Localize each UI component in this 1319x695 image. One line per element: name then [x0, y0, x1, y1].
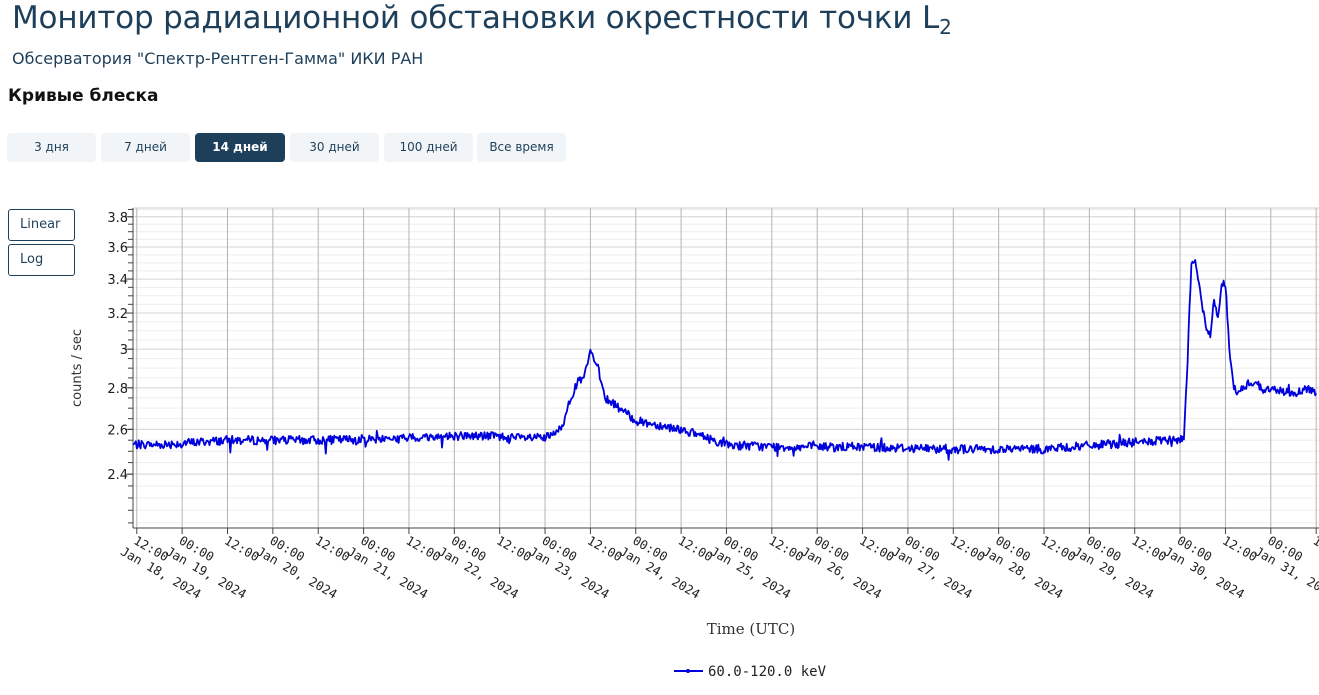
- x-tick-time: 12:00: [494, 533, 534, 565]
- y-tick-label: 3.2: [107, 307, 128, 322]
- y-tick-label: 3.8: [107, 211, 128, 226]
- legend-label: 60.0-120.0 keV: [708, 664, 827, 680]
- y-tick-label: 3.6: [107, 241, 128, 256]
- y-axis-title: counts / sec: [70, 329, 85, 407]
- tab-3-days[interactable]: 3 дня: [7, 133, 96, 162]
- x-tick-label: 12:00: [313, 533, 353, 565]
- tab-100-days[interactable]: 100 дней: [384, 133, 473, 162]
- y-tick-label: 3.4: [107, 273, 128, 288]
- x-tick-label: 12:00: [857, 533, 897, 565]
- x-tick-time: 12:00: [948, 533, 988, 565]
- page-title: Монитор радиационной обстановки окрестно…: [12, 0, 952, 39]
- legend-swatch-marker: [686, 669, 690, 673]
- x-tick-label: 12:00: [222, 533, 262, 565]
- log-scale-button[interactable]: Log: [8, 244, 75, 276]
- x-tick-label: 12:00: [676, 533, 716, 565]
- y-tick-label: 2.6: [107, 423, 128, 438]
- x-tick-time: 12:00: [766, 533, 806, 565]
- y-tick-label: 3: [120, 343, 128, 358]
- x-axis-title: Time (UTC): [707, 620, 796, 638]
- x-tick-time: 12:00: [676, 533, 716, 565]
- x-tick-label: 12:00: [948, 533, 988, 565]
- x-tick-time: 12:00: [1311, 533, 1319, 565]
- x-tick-time: 12:00: [857, 533, 897, 565]
- chart-legend[interactable]: 60.0-120.0 keV: [674, 664, 827, 680]
- y-tick-label: 2.8: [107, 382, 128, 397]
- page-subtitle: Обсерватория "Спектр-Рентген-Гамма" ИКИ …: [12, 49, 424, 68]
- y-tick-label: 2.4: [107, 468, 128, 483]
- x-tick-label: 12:00: [494, 533, 534, 565]
- x-tick-label: 12:00: [403, 533, 443, 565]
- chart-axes: 2.42.62.833.23.43.63.812:00Jan 18, 20240…: [107, 207, 1319, 602]
- tab-14-days[interactable]: 14 дней: [195, 133, 285, 162]
- tab-all-time[interactable]: Все время: [477, 133, 566, 162]
- x-tick-label: 12:00: [1129, 533, 1169, 565]
- x-tick-label: 00:00Jan 31, 2024: [1252, 530, 1319, 602]
- x-tick-label: 12:00: [1311, 533, 1319, 565]
- x-tick-time: 12:00: [585, 533, 625, 565]
- x-tick-label: 12:00: [585, 533, 625, 565]
- series-line-60.0-120.0 keV: [132, 259, 1318, 461]
- chart-series: [132, 259, 1318, 461]
- x-tick-label: 12:00: [766, 533, 806, 565]
- x-tick-label: 12:00: [1038, 533, 1078, 565]
- x-tick-time: 12:00: [1129, 533, 1169, 565]
- x-tick-time: 12:00: [313, 533, 353, 565]
- tab-7-days[interactable]: 7 дней: [101, 133, 190, 162]
- linear-scale-button[interactable]: Linear: [8, 209, 75, 241]
- section-heading: Кривые блеска: [8, 86, 159, 106]
- chart-grid: [133, 208, 1319, 528]
- x-tick-time: 12:00: [403, 533, 443, 565]
- x-tick-time: 12:00: [1038, 533, 1078, 565]
- x-tick-time: 12:00: [222, 533, 262, 565]
- tab-30-days[interactable]: 30 дней: [290, 133, 379, 162]
- x-tick-label: 12:00: [1220, 533, 1260, 565]
- x-tick-time: 12:00: [1220, 533, 1260, 565]
- title-subscript: 2: [939, 15, 952, 39]
